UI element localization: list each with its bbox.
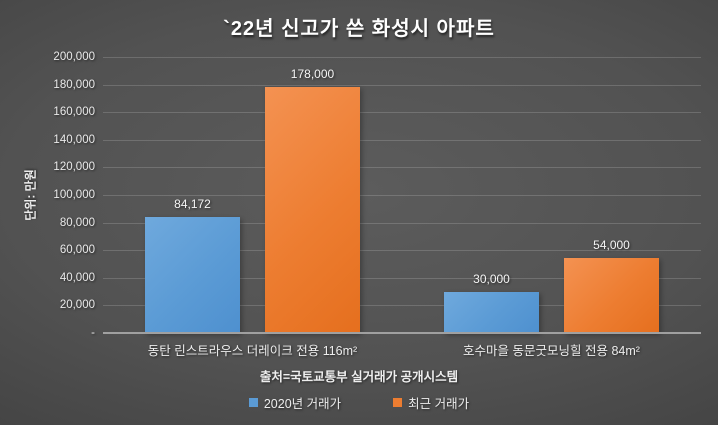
plot-area: 84,172 178,000 30,000 54,000 [103,57,701,334]
legend-item: 최근 거래가 [393,393,469,412]
gridline [103,305,701,307]
data-label: 54,000 [593,238,630,253]
y-tick-label: 120,000 [53,161,95,174]
gridline [103,250,701,252]
y-axis-ticks: 200,000 180,000 160,000 140,000 120,000 100,0… [0,51,95,339]
bar-with-label: 178,000 [265,57,360,333]
legend: 2020년 거래가 최근 거래가 [0,393,718,412]
gridline [103,222,701,224]
gridline [103,57,701,58]
bar-group: 30,000 54,000 [402,57,701,333]
y-tick-label: 40,000 [59,271,95,284]
bar-최근 거래가 [265,87,360,333]
legend-swatch-icon [393,398,403,407]
bar-2020년 거래가 [444,291,539,333]
y-tick-label: 200,000 [53,51,95,63]
gridline [103,84,701,86]
y-tick-label: - [91,327,95,339]
chart-title: `22년 신고가 쓴 화성시 아파트 [223,18,495,40]
y-tick-label: 180,000 [53,78,95,91]
y-tick-label: 80,000 [59,216,95,229]
bar-with-label: 84,172 [145,57,240,333]
gridline [103,277,701,279]
bar-with-label: 54,000 [564,57,659,333]
bar-2020년 거래가 [145,216,240,333]
y-tick-label: 140,000 [53,133,95,146]
gridline [103,195,701,196]
data-label: 178,000 [290,67,335,82]
legend-label: 2020년 거래가 [263,397,342,411]
bar-with-label: 30,000 [444,57,539,333]
bar-group: 84,172 178,000 [103,57,402,333]
data-label: 30,000 [473,271,510,286]
gridline [103,112,701,114]
bar-groups: 84,172 178,000 30,000 54,000 [103,57,701,333]
y-tick-label: 160,000 [53,106,95,119]
y-tick-label: 20,000 [59,299,95,312]
legend-item: 2020년 거래가 [248,393,342,412]
gridline [103,139,701,141]
legend-swatch-icon [248,398,258,407]
x-axis-line [103,332,701,334]
gridline [103,167,701,169]
bar-최근 거래가 [564,258,659,333]
source-note: 출처=국토교통부 실거래가 공개시스템 [259,370,459,384]
data-label: 84,172 [174,196,211,211]
y-tick-label: 60,000 [59,244,95,257]
category-label: 동탄 린스트라우스 더레이크 전용 116m² [147,344,358,358]
y-tick-label: 100,000 [53,189,95,201]
x-axis-labels: 동탄 린스트라우스 더레이크 전용 116m² 호수마을 동문굿모닝힐 전용 84… [103,340,701,359]
category-label: 호수마을 동문굿모닝힐 전용 84m² [463,344,640,358]
legend-label: 최근 거래가 [408,397,470,411]
